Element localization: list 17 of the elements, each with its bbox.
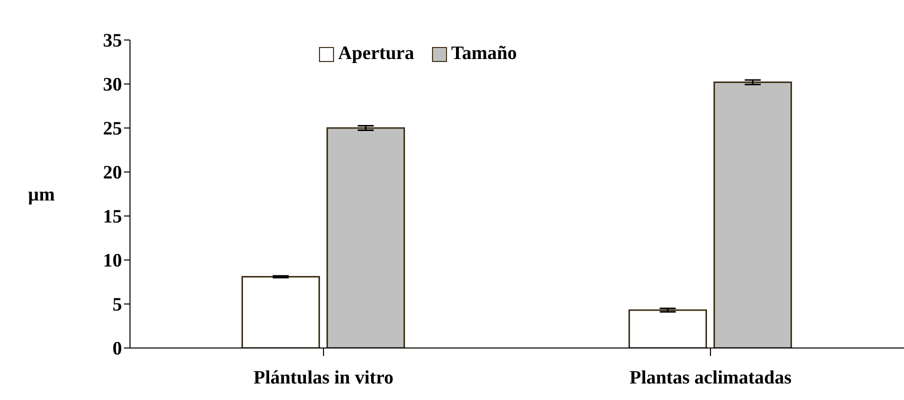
bar — [628, 309, 707, 348]
y-tick-label: 10 — [103, 250, 122, 272]
bar — [713, 81, 792, 348]
y-tick-label: 30 — [103, 74, 122, 96]
y-tick-label: 0 — [112, 338, 122, 360]
x-tick-label: Plántulas in vitro — [253, 367, 394, 388]
y-tick-label: 25 — [103, 118, 122, 140]
legend-label: Tamaño — [451, 43, 517, 65]
y-tick-label: 15 — [103, 206, 122, 228]
bar — [326, 127, 405, 348]
legend-label: Apertura — [338, 43, 414, 65]
y-tick-label: 5 — [112, 294, 122, 316]
y-tick-label: 20 — [103, 162, 122, 184]
y-axis-title: µm — [28, 184, 55, 206]
bar — [241, 276, 320, 348]
y-tick-label: 35 — [103, 30, 122, 52]
x-tick-label: Plantas aclimatadas — [629, 367, 792, 388]
